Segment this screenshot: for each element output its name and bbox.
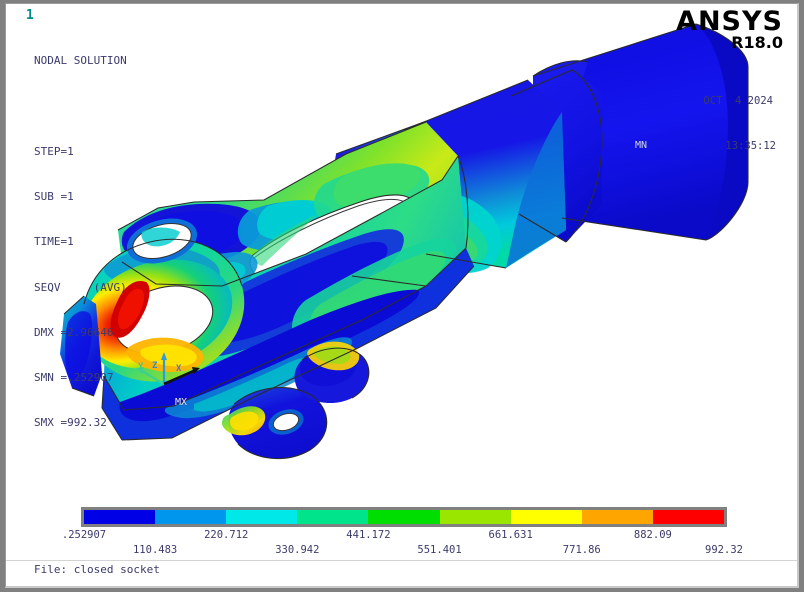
colorbar-tick-4: 330.942 <box>275 544 320 556</box>
graphics-area[interactable]: 1 <box>6 4 797 586</box>
colorbar-tick-6: 551.401 <box>417 544 462 556</box>
colorbar-tick-10: 992.32 <box>705 544 743 556</box>
colorbar-tick-9: 882.09 <box>633 529 672 541</box>
result-header-block: NODAL SOLUTION STEP=1 SUB =1 TIME=1 SEQV… <box>34 23 127 461</box>
model-left-flange <box>60 296 102 396</box>
colorbar-tick-3: 220.712 <box>204 529 249 541</box>
colorbar-band-9 <box>652 510 724 524</box>
result-dmx: DMX =2.96646 <box>34 325 114 339</box>
result-time: TIME=1 <box>34 235 74 249</box>
triad-x-label: X <box>176 364 182 374</box>
result-title: NODAL SOLUTION <box>34 54 127 68</box>
result-sub: SUB =1 <box>34 189 74 203</box>
stamp-date: OCT 4 2024 <box>703 95 773 107</box>
window-number-label: 1 <box>26 8 34 23</box>
colorbar-band-8 <box>581 510 653 524</box>
ansys-release-text: R18.0 <box>731 33 783 52</box>
colorbar-band-7 <box>510 510 582 524</box>
colorbar-band-6 <box>439 510 511 524</box>
stamp-time: 13:35:12 <box>725 140 776 152</box>
triad-z-label: Z <box>152 361 158 371</box>
graphics-frame: 1 <box>5 3 799 588</box>
model-left-boss <box>82 239 245 382</box>
colorbar-tick-5: 441.172 <box>346 529 391 541</box>
triad-y-label: Y <box>138 362 144 372</box>
ansys-logo: ANSYS R18.0 <box>676 8 783 51</box>
colorbar-tick-8: 771.86 <box>562 544 601 556</box>
colorbar-band-2 <box>155 510 227 524</box>
result-smn: SMN =.252907 <box>34 371 114 385</box>
colorbar-tick-1: .252907 <box>61 529 107 541</box>
coordinate-triad <box>136 352 200 386</box>
colorbar-band-3 <box>226 510 298 524</box>
colorbar-tick-labels: .252907 110.483 220.712 330.942 441.172 551.4… <box>6 527 797 561</box>
fea-model-render[interactable] <box>6 4 797 586</box>
colorbar-tick-7: 661.631 <box>488 529 533 541</box>
file-label: File: closed socket <box>34 563 160 576</box>
model-edges <box>63 23 749 460</box>
contour-colorbar[interactable] <box>81 507 727 527</box>
result-seqv: SEQV (AVG) <box>34 280 127 294</box>
colorbar-band-4 <box>297 510 369 524</box>
result-smx: SMX =992.32 <box>34 416 107 430</box>
bottom-divider <box>6 560 797 561</box>
colorbar-band-1 <box>84 510 156 524</box>
colorbar-band-5 <box>368 510 440 524</box>
date-time-stamp: OCT 4 2024 13:35:12 <box>703 64 776 184</box>
model-lower-lug <box>222 387 327 459</box>
model-upper-hole <box>126 218 198 264</box>
ansys-brand-text: ANSYS <box>676 6 783 37</box>
result-step: STEP=1 <box>34 144 74 158</box>
colorbar-bands <box>81 507 727 527</box>
colorbar-tick-2: 110.483 <box>132 544 178 556</box>
